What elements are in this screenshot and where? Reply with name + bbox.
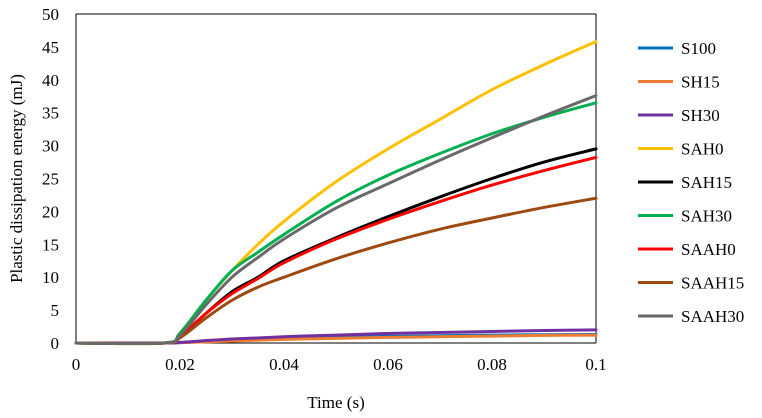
y-tick-label: 5 xyxy=(51,301,60,320)
x-axis-title: Time (s) xyxy=(307,393,364,412)
legend-label: S100 xyxy=(681,39,716,58)
legend-item-s100: S100 xyxy=(638,39,716,58)
legend-item-saah15: SAAH15 xyxy=(638,274,744,293)
legend-label: SAAH15 xyxy=(681,274,744,293)
y-tick-label: 50 xyxy=(42,5,59,24)
y-tick-label: 25 xyxy=(42,170,59,189)
legend-item-saah0: SAAH0 xyxy=(638,240,736,259)
series-line-sah30 xyxy=(74,101,598,346)
legend-item-sah15: SAH15 xyxy=(638,173,732,192)
series-line-saah30 xyxy=(74,94,598,346)
y-axis-ticks: 0 5 10 15 20 25 30 35 40 45 50 xyxy=(42,5,59,353)
legend-item-sh30: SH30 xyxy=(638,106,720,125)
x-tick-label: 0.02 xyxy=(165,355,195,374)
y-tick-label: 40 xyxy=(42,71,59,90)
series-lines xyxy=(74,40,598,346)
x-tick-label: 0.08 xyxy=(477,355,507,374)
y-tick-label: 20 xyxy=(42,202,59,221)
legend-item-sah30: SAH30 xyxy=(638,207,732,226)
series-line-saah0 xyxy=(74,155,598,345)
legend-item-saah30: SAAH30 xyxy=(638,307,744,326)
y-tick-label: 30 xyxy=(42,137,59,156)
legend-item-sah0: SAH0 xyxy=(638,140,724,159)
legend: S100 SH15 SH30 SAH0 SAH15 SAH30 SAAH0 SAAH15 SAA… xyxy=(638,39,744,326)
y-tick-label: 35 xyxy=(42,104,59,123)
y-tick-label: 45 xyxy=(42,38,59,57)
x-tick-label: 0 xyxy=(72,355,81,374)
legend-label: SAAH0 xyxy=(681,240,736,259)
legend-item-sh15: SH15 xyxy=(638,73,720,92)
y-tick-label: 0 xyxy=(51,334,60,353)
legend-label: SH30 xyxy=(681,106,720,125)
x-axis-ticks: 0 0.02 0.04 0.06 0.08 0.1 xyxy=(72,355,607,374)
x-tick-label: 0.1 xyxy=(585,355,606,374)
y-tick-label: 15 xyxy=(42,235,59,254)
series-line-sah0 xyxy=(74,40,598,346)
x-tick-label: 0.04 xyxy=(269,355,299,374)
legend-label: SAH30 xyxy=(681,207,732,226)
x-tick-label: 0.06 xyxy=(373,355,403,374)
legend-label: SAH15 xyxy=(681,173,732,192)
legend-label: SAH0 xyxy=(681,140,724,159)
y-tick-label: 10 xyxy=(42,268,59,287)
legend-label: SAAH30 xyxy=(681,307,744,326)
plot-area: 0 0.02 0.04 0.06 0.08 0.1 0 5 10 15 20 25 30 35 40 45 5… xyxy=(42,5,607,374)
legend-label: SH15 xyxy=(681,73,720,92)
series-line-saah15 xyxy=(74,196,598,345)
y-axis-title: Plastic dissipation energy (mJ) xyxy=(7,74,26,283)
